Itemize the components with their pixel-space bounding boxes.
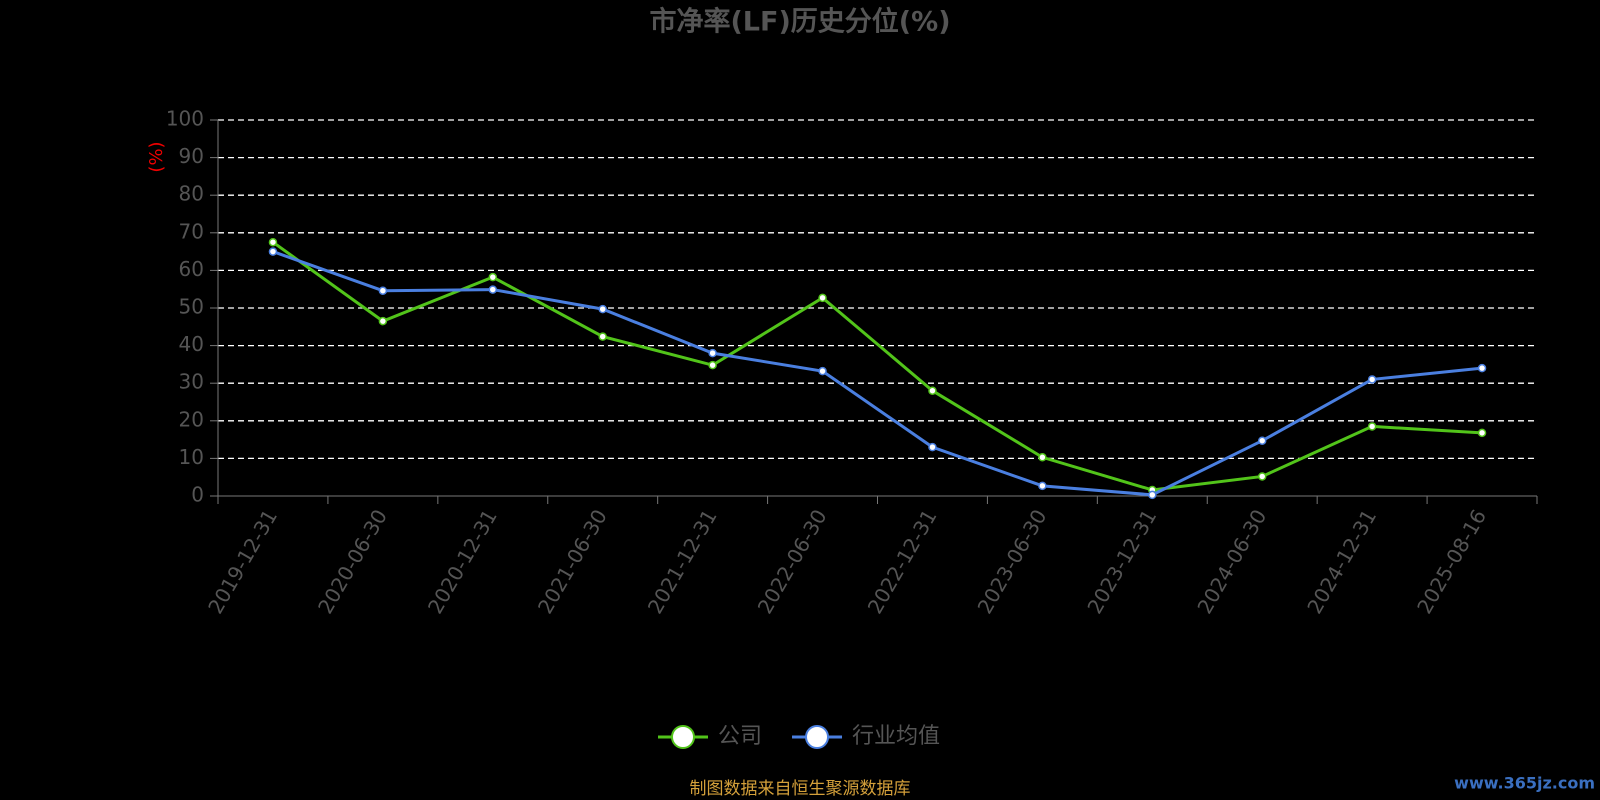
footer: 制图数据来自恒生聚源数据库 bbox=[690, 779, 911, 799]
x-tick-label: 2020-12-31 bbox=[423, 505, 502, 618]
data-point bbox=[1477, 428, 1487, 438]
data-point bbox=[1477, 363, 1487, 373]
y-tick-label: 0 bbox=[191, 483, 204, 507]
data-point bbox=[488, 285, 498, 294]
y-tick-label: 20 bbox=[179, 407, 204, 431]
data-point bbox=[1038, 481, 1047, 491]
y-tick-label: 100 bbox=[166, 107, 204, 131]
series-line bbox=[272, 250, 1483, 497]
data-point bbox=[1367, 422, 1377, 431]
y-tick-label: 40 bbox=[179, 332, 204, 356]
x-tick-label: 2022-06-30 bbox=[753, 505, 832, 618]
data-point bbox=[1148, 490, 1157, 500]
data-point bbox=[378, 316, 388, 326]
x-tick-label: 2020-06-30 bbox=[313, 505, 392, 618]
x-tick-label: 2021-06-30 bbox=[533, 505, 612, 618]
x-tick-label: 2019-12-31 bbox=[203, 505, 282, 618]
data-point bbox=[268, 247, 278, 256]
data-point bbox=[928, 386, 937, 395]
x-tick-label: 2024-12-31 bbox=[1302, 505, 1381, 618]
data-point bbox=[1038, 453, 1047, 462]
legend-label: 公司 bbox=[718, 724, 762, 749]
x-tick-label: 2021-12-31 bbox=[643, 505, 722, 618]
x-tick-label: 2024-06-30 bbox=[1192, 505, 1271, 618]
data-point bbox=[928, 442, 937, 452]
y-axis-label: (%) bbox=[146, 141, 167, 172]
y-tick-label: 30 bbox=[179, 370, 204, 394]
data-point bbox=[1367, 375, 1377, 384]
series-line bbox=[272, 240, 1483, 492]
data-point bbox=[268, 237, 278, 247]
x-tick-label: 2023-06-30 bbox=[973, 505, 1052, 618]
data-point bbox=[378, 286, 388, 295]
data-point bbox=[1257, 436, 1267, 445]
legend-label: 行业均值 bbox=[852, 724, 940, 749]
watermark: www.365jz.com bbox=[1454, 774, 1595, 793]
data-point bbox=[1257, 472, 1267, 481]
chart-title: 市净率(LF)历史分位(%) bbox=[649, 6, 950, 38]
data-point bbox=[708, 360, 717, 370]
data-point bbox=[818, 366, 827, 376]
x-tick-label: 2023-12-31 bbox=[1082, 505, 1161, 618]
y-tick-label: 80 bbox=[179, 182, 204, 206]
y-tick-label: 90 bbox=[179, 144, 204, 168]
y-tick-label: 70 bbox=[179, 219, 204, 243]
data-point bbox=[488, 272, 498, 282]
y-tick-label: 10 bbox=[179, 445, 204, 469]
data-point bbox=[598, 304, 607, 314]
data-point bbox=[818, 293, 827, 303]
legend-marker bbox=[805, 725, 830, 749]
x-tick-label: 2025-08-16 bbox=[1412, 505, 1491, 618]
y-tick-label: 60 bbox=[179, 257, 204, 281]
data-point bbox=[708, 348, 717, 358]
data-point bbox=[598, 332, 607, 341]
x-tick-label: 2022-12-31 bbox=[863, 505, 942, 618]
legend-marker bbox=[671, 725, 695, 749]
y-tick-label: 50 bbox=[179, 295, 204, 319]
